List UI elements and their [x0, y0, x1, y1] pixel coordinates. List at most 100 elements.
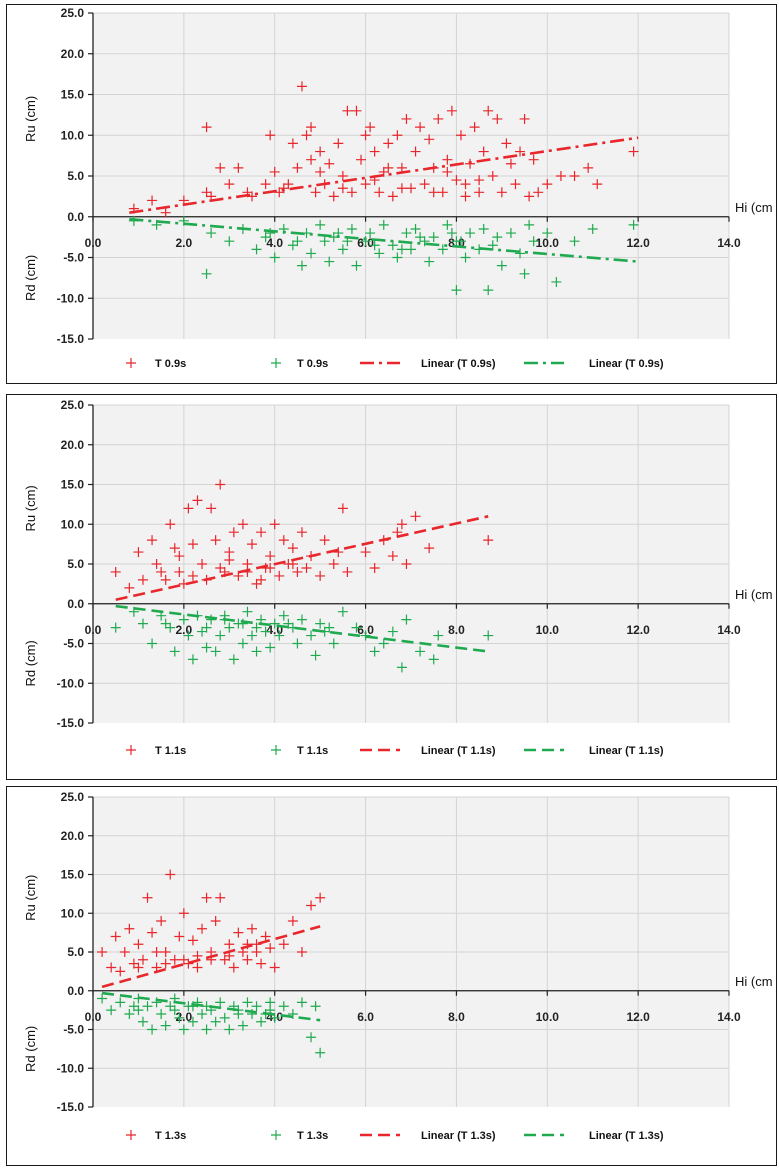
data-point-series-1 — [569, 236, 580, 247]
legend: T 1.1s T 1.1s Linear (T 1.1s) Linear (T 1.1… — [126, 745, 664, 757]
data-point-series-0 — [224, 179, 235, 190]
data-point-series-0 — [169, 954, 180, 965]
legend-label: T 1.1s — [155, 745, 186, 757]
data-point-series-0 — [306, 900, 317, 911]
x-tick-label: 10.0 — [536, 236, 560, 250]
data-point-series-1 — [278, 1001, 289, 1012]
data-point-series-0 — [160, 947, 171, 957]
legend-label: T 1.1s — [297, 745, 328, 757]
data-point-series-0 — [137, 954, 148, 965]
data-point-series-1 — [110, 622, 121, 633]
data-point-series-0 — [228, 527, 239, 538]
data-point-series-1 — [201, 642, 212, 653]
data-point-series-0 — [137, 574, 148, 585]
data-point-series-0 — [256, 527, 267, 538]
scatter-chart-t13: 25.020.015.010.05.00.0-5.0-10.0-15.00.0 2… — [23, 790, 773, 1142]
legend-label: Linear (T 0.9s) — [421, 358, 496, 370]
data-point-series-0 — [115, 966, 126, 977]
data-point-series-1 — [169, 646, 180, 657]
data-point-series-1 — [396, 244, 407, 255]
data-point-series-0 — [224, 939, 235, 950]
y-tick-label: 20.0 — [61, 438, 85, 452]
data-point-series-1 — [483, 285, 494, 296]
data-point-series-1 — [401, 228, 412, 239]
data-point-series-0 — [315, 892, 326, 903]
y-tick-label: 20.0 — [61, 47, 85, 61]
data-point-series-1 — [147, 1024, 158, 1035]
data-point-series-0 — [455, 130, 466, 141]
data-point-series-0 — [147, 195, 158, 206]
data-point-series-1 — [228, 654, 239, 665]
data-point-series-0 — [442, 154, 453, 165]
data-point-series-0 — [396, 183, 407, 194]
data-point-series-0 — [378, 166, 389, 177]
y-tick-label: 0.0 — [67, 597, 84, 611]
data-point-series-1 — [187, 1001, 198, 1012]
legend-label: Linear (T 1.1s) — [421, 745, 496, 757]
data-point-series-1 — [628, 219, 639, 230]
data-point-series-1 — [265, 642, 276, 653]
data-point-series-0 — [442, 166, 453, 177]
data-point-series-0 — [369, 146, 380, 157]
data-point-series-0 — [269, 519, 280, 530]
data-point-series-0 — [592, 179, 603, 190]
scatter-chart-t11: 25.020.015.010.05.00.0-5.0-10.0-15.00.0 2… — [23, 398, 773, 757]
data-point-series-0 — [474, 175, 485, 186]
data-point-series-0 — [401, 113, 412, 124]
data-point-series-0 — [251, 947, 262, 957]
data-point-series-1 — [160, 618, 171, 629]
data-point-series-0 — [151, 947, 162, 957]
y-tick-label: 25.0 — [61, 790, 85, 804]
data-point-series-0 — [169, 543, 180, 554]
data-point-series-0 — [383, 138, 394, 149]
data-point-series-0 — [210, 916, 221, 926]
data-point-series-0 — [396, 162, 407, 173]
legend: T 0.9s T 0.9s Linear (T 0.9s) Linear (T 0.9… — [126, 358, 664, 370]
data-point-series-0 — [256, 574, 267, 585]
x-tick-label: 4.0 — [266, 236, 283, 250]
trendline-rd — [115, 604, 489, 653]
data-point-series-0 — [160, 207, 171, 218]
data-point-series-0 — [206, 503, 217, 514]
scatter-chart-t09: 25.020.015.010.05.00.0-5.0-10.0-15.00.0 2… — [23, 6, 773, 370]
data-point-series-1 — [433, 630, 444, 641]
data-point-series-1 — [183, 630, 194, 641]
y-tick-label: 0.0 — [67, 210, 84, 224]
data-point-series-0 — [178, 908, 189, 919]
data-point-series-0 — [215, 892, 226, 903]
data-point-series-1 — [201, 268, 212, 279]
data-point-series-0 — [278, 535, 289, 546]
data-point-series-1 — [492, 232, 503, 243]
data-point-series-0 — [428, 187, 439, 198]
data-point-series-0 — [396, 519, 407, 530]
data-point-series-0 — [628, 146, 639, 157]
data-point-series-1 — [137, 618, 148, 629]
data-point-series-1 — [419, 236, 430, 247]
trendline-ru — [115, 515, 489, 602]
data-point-series-1 — [392, 252, 403, 263]
data-point-series-0 — [197, 559, 208, 569]
data-point-series-1 — [360, 630, 371, 641]
y-tick-label: 10.0 — [61, 128, 85, 142]
data-point-series-1 — [224, 1024, 235, 1035]
data-point-series-0 — [328, 191, 339, 202]
data-point-series-0 — [542, 179, 553, 190]
data-point-series-0 — [433, 113, 444, 124]
legend-marker-series-0 — [126, 745, 136, 755]
data-point-series-1 — [292, 638, 303, 649]
y-tick-label: -5.0 — [63, 1023, 84, 1037]
data-point-series-0 — [292, 162, 303, 173]
data-point-series-1 — [306, 630, 317, 641]
data-point-series-1 — [160, 1020, 171, 1031]
data-point-series-0 — [228, 962, 239, 973]
data-point-series-1 — [515, 248, 526, 259]
data-point-series-1 — [401, 614, 412, 625]
data-point-series-1 — [315, 219, 326, 230]
y-tick-label: 10.0 — [61, 906, 85, 920]
data-point-series-0 — [147, 927, 158, 938]
data-point-series-0 — [260, 179, 271, 190]
chart-panel-t11: 25.0 20.0 15.0 10.0 5.0 0.0 -5.0 -10.0 -15.0 0.0 2… — [6, 394, 777, 780]
legend-marker-series-1 — [271, 358, 281, 368]
data-point-series-1 — [128, 1001, 139, 1012]
data-point-series-0 — [301, 130, 312, 141]
